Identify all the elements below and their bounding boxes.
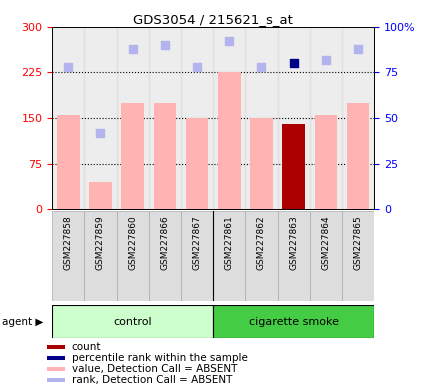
Text: GSM227867: GSM227867 bbox=[192, 216, 201, 270]
Bar bbox=[47, 345, 65, 349]
Bar bbox=[277, 211, 309, 301]
Bar bbox=[89, 182, 112, 209]
Bar bbox=[250, 118, 272, 209]
Bar bbox=[116, 27, 148, 209]
Bar bbox=[346, 103, 368, 209]
Bar bbox=[57, 115, 79, 209]
Point bbox=[289, 60, 296, 66]
Text: cigarette smoke: cigarette smoke bbox=[248, 316, 338, 327]
Bar bbox=[213, 211, 245, 301]
Bar bbox=[309, 211, 341, 301]
Point bbox=[257, 64, 264, 70]
Text: GSM227866: GSM227866 bbox=[160, 216, 169, 270]
Bar bbox=[121, 103, 144, 209]
Bar bbox=[52, 211, 84, 301]
Text: GSM227859: GSM227859 bbox=[96, 216, 105, 270]
Point bbox=[225, 38, 232, 45]
Text: GSM227862: GSM227862 bbox=[256, 216, 265, 270]
Bar bbox=[148, 211, 181, 301]
Point bbox=[322, 56, 329, 63]
Bar bbox=[245, 211, 277, 301]
Bar bbox=[309, 27, 341, 209]
Bar bbox=[181, 27, 213, 209]
Bar bbox=[185, 118, 208, 209]
Bar bbox=[245, 27, 277, 209]
Bar bbox=[213, 305, 373, 338]
Bar bbox=[213, 27, 245, 209]
Bar bbox=[314, 115, 336, 209]
Point bbox=[129, 46, 136, 52]
Title: GDS3054 / 215621_s_at: GDS3054 / 215621_s_at bbox=[133, 13, 293, 26]
Bar bbox=[341, 211, 373, 301]
Bar bbox=[116, 211, 148, 301]
Point bbox=[97, 130, 104, 136]
Point bbox=[193, 64, 200, 70]
Point bbox=[65, 64, 72, 70]
Bar bbox=[277, 27, 309, 209]
Bar bbox=[84, 27, 116, 209]
Bar bbox=[52, 305, 213, 338]
Text: agent ▶: agent ▶ bbox=[2, 316, 43, 327]
Text: GSM227858: GSM227858 bbox=[64, 216, 72, 270]
Bar bbox=[282, 124, 304, 209]
Point bbox=[354, 46, 361, 52]
Bar bbox=[153, 103, 176, 209]
Bar bbox=[148, 27, 181, 209]
Text: value, Detection Call = ABSENT: value, Detection Call = ABSENT bbox=[72, 364, 237, 374]
Text: GSM227863: GSM227863 bbox=[289, 216, 297, 270]
Bar bbox=[341, 27, 373, 209]
Text: GSM227861: GSM227861 bbox=[224, 216, 233, 270]
Text: GSM227864: GSM227864 bbox=[321, 216, 329, 270]
Text: control: control bbox=[113, 316, 151, 327]
Bar bbox=[217, 73, 240, 209]
Bar bbox=[47, 378, 65, 382]
Text: rank, Detection Call = ABSENT: rank, Detection Call = ABSENT bbox=[72, 375, 231, 384]
Text: percentile rank within the sample: percentile rank within the sample bbox=[72, 353, 247, 363]
Bar bbox=[47, 356, 65, 360]
Text: GSM227860: GSM227860 bbox=[128, 216, 137, 270]
Bar bbox=[84, 211, 116, 301]
Bar bbox=[47, 367, 65, 371]
Text: GSM227865: GSM227865 bbox=[353, 216, 362, 270]
Bar bbox=[181, 211, 213, 301]
Point bbox=[161, 42, 168, 48]
Text: count: count bbox=[72, 342, 101, 352]
Bar bbox=[52, 27, 84, 209]
